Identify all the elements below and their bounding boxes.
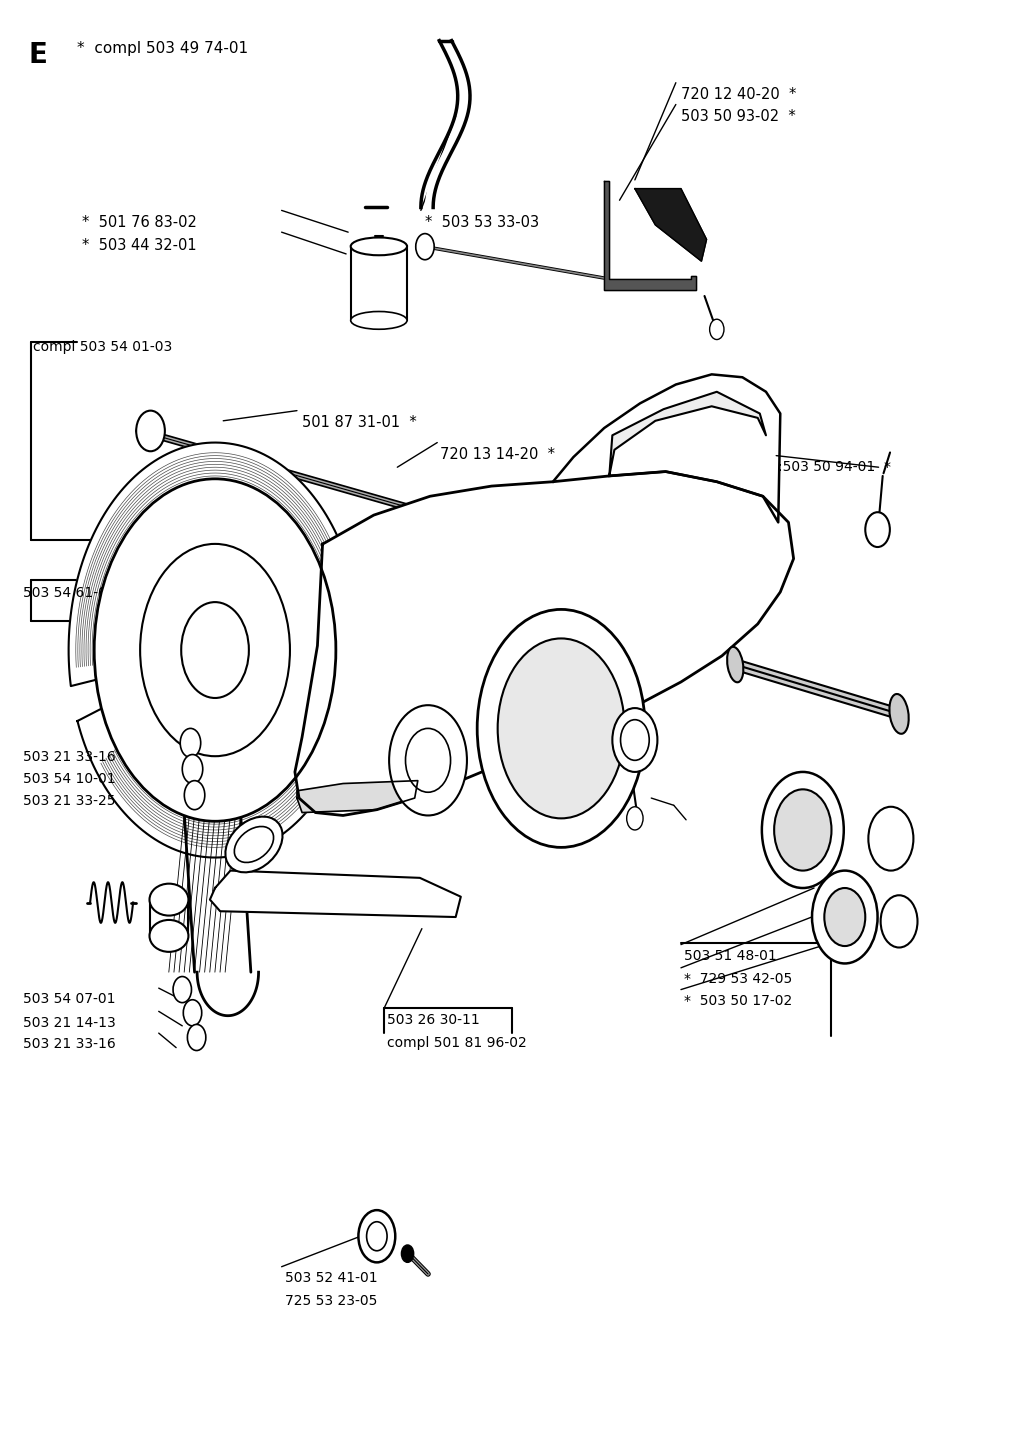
Text: *  503 40 47-01: * 503 40 47-01 (563, 544, 678, 559)
Circle shape (173, 977, 191, 1003)
Circle shape (358, 1210, 395, 1262)
Circle shape (824, 888, 865, 946)
Polygon shape (609, 392, 766, 476)
Text: *  503 53 33-03: * 503 53 33-03 (425, 215, 539, 229)
Circle shape (710, 319, 724, 340)
Text: *  729 53 42-05: * 729 53 42-05 (684, 972, 793, 987)
Polygon shape (69, 443, 361, 858)
Ellipse shape (350, 238, 408, 255)
Polygon shape (297, 781, 418, 813)
Text: compl 503 54 01-03: compl 503 54 01-03 (33, 340, 172, 354)
Circle shape (187, 1024, 206, 1051)
Text: E: E (29, 41, 47, 68)
Polygon shape (604, 181, 696, 290)
Text: 503 54 10-01: 503 54 10-01 (23, 772, 115, 786)
Circle shape (389, 705, 467, 815)
Circle shape (621, 720, 649, 760)
Circle shape (182, 755, 203, 784)
Circle shape (140, 544, 290, 756)
Text: 725 53 23-05: 725 53 23-05 (285, 1294, 377, 1309)
Circle shape (881, 895, 918, 948)
Circle shape (774, 789, 831, 871)
Text: 503 51 48-01: 503 51 48-01 (684, 949, 777, 963)
Text: 503 54 61-02: 503 54 61-02 (23, 586, 115, 601)
Text: 503 21 33-16: 503 21 33-16 (23, 750, 116, 765)
Circle shape (401, 1245, 414, 1262)
Text: 503 21 33-25: 503 21 33-25 (23, 794, 115, 808)
Text: 503 52 41-01: 503 52 41-01 (285, 1271, 377, 1286)
FancyBboxPatch shape (350, 247, 407, 321)
Circle shape (498, 638, 625, 818)
Ellipse shape (890, 694, 908, 734)
Polygon shape (210, 871, 461, 917)
Circle shape (94, 479, 336, 821)
Text: 503 21 33-16: 503 21 33-16 (23, 1037, 116, 1052)
Circle shape (477, 609, 645, 847)
Text: 503 54 07-01: 503 54 07-01 (23, 992, 115, 1007)
Text: 503 26 30-11: 503 26 30-11 (387, 1013, 480, 1027)
Ellipse shape (150, 920, 188, 952)
Text: :503 50 94-01  *: :503 50 94-01 * (778, 460, 891, 474)
Text: *  503 50 17-02: * 503 50 17-02 (684, 994, 793, 1008)
Circle shape (812, 871, 878, 963)
Text: *  503 44 32-01: * 503 44 32-01 (82, 238, 197, 252)
Text: 720 12 40-20  *: 720 12 40-20 * (681, 87, 797, 102)
Circle shape (184, 781, 205, 810)
Circle shape (367, 1222, 387, 1251)
Text: *  501 76 83-02: * 501 76 83-02 (82, 215, 197, 229)
Ellipse shape (150, 884, 188, 916)
Circle shape (416, 234, 434, 260)
Text: *  compl 503 49 74-01: * compl 503 49 74-01 (77, 41, 248, 55)
Ellipse shape (350, 312, 408, 329)
Circle shape (868, 807, 913, 871)
Ellipse shape (727, 647, 743, 682)
Circle shape (406, 728, 451, 792)
Polygon shape (635, 189, 707, 261)
Ellipse shape (234, 827, 273, 862)
Circle shape (180, 728, 201, 757)
Circle shape (181, 602, 249, 698)
Circle shape (183, 1000, 202, 1026)
Text: compl 501 81 96-02: compl 501 81 96-02 (387, 1036, 526, 1051)
Circle shape (612, 708, 657, 772)
Text: 720 13 14-20  *: 720 13 14-20 * (440, 447, 555, 461)
Circle shape (136, 411, 165, 451)
Circle shape (627, 807, 643, 830)
Text: 503 21 14-13: 503 21 14-13 (23, 1016, 116, 1030)
Circle shape (865, 512, 890, 547)
Text: 503 50 93-02  *: 503 50 93-02 * (681, 109, 796, 123)
Polygon shape (295, 472, 794, 815)
Text: 501 87 31-01  *: 501 87 31-01 * (302, 415, 417, 429)
Circle shape (762, 772, 844, 888)
Ellipse shape (225, 817, 283, 872)
